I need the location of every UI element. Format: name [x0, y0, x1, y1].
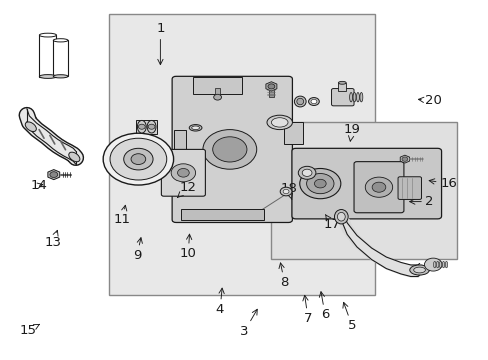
Bar	[193, 77, 242, 94]
Text: 18: 18	[280, 183, 296, 199]
Bar	[108, 14, 374, 295]
Ellipse shape	[39, 33, 57, 37]
Text: 20: 20	[418, 94, 442, 107]
Text: 3: 3	[240, 309, 257, 338]
Text: 1: 1	[156, 22, 164, 64]
Ellipse shape	[189, 125, 202, 131]
Circle shape	[298, 166, 315, 179]
Polygon shape	[181, 209, 264, 220]
Ellipse shape	[441, 261, 444, 268]
Circle shape	[306, 174, 333, 194]
Text: 6: 6	[319, 292, 329, 321]
Polygon shape	[399, 155, 409, 163]
Circle shape	[365, 177, 392, 197]
FancyBboxPatch shape	[161, 149, 205, 196]
Circle shape	[280, 187, 291, 196]
Circle shape	[171, 164, 195, 182]
Ellipse shape	[413, 267, 425, 273]
Ellipse shape	[409, 265, 428, 275]
Text: 10: 10	[180, 234, 196, 260]
Ellipse shape	[359, 93, 362, 102]
Ellipse shape	[294, 96, 305, 107]
Polygon shape	[265, 82, 276, 91]
Ellipse shape	[334, 210, 347, 224]
Circle shape	[212, 137, 246, 162]
Circle shape	[314, 179, 325, 188]
Circle shape	[424, 258, 441, 271]
Circle shape	[371, 182, 385, 192]
Text: 2: 2	[409, 195, 433, 208]
Circle shape	[310, 99, 316, 104]
Circle shape	[213, 94, 221, 100]
Ellipse shape	[147, 120, 156, 133]
Ellipse shape	[191, 126, 199, 130]
Bar	[53, 40, 68, 76]
FancyBboxPatch shape	[331, 89, 353, 106]
Text: 15: 15	[20, 324, 40, 337]
Text: 19: 19	[343, 123, 360, 141]
Text: 11: 11	[114, 205, 130, 226]
Circle shape	[203, 130, 256, 169]
Ellipse shape	[337, 212, 345, 221]
Ellipse shape	[356, 93, 359, 102]
Text: 12: 12	[177, 181, 196, 198]
Text: 5: 5	[342, 302, 356, 332]
FancyBboxPatch shape	[291, 148, 441, 219]
Ellipse shape	[432, 261, 435, 268]
Ellipse shape	[338, 81, 346, 84]
FancyBboxPatch shape	[397, 177, 421, 199]
Ellipse shape	[39, 75, 57, 78]
Bar	[271, 122, 456, 259]
Ellipse shape	[438, 261, 441, 268]
Ellipse shape	[271, 118, 287, 127]
Circle shape	[302, 169, 311, 176]
Circle shape	[283, 189, 288, 194]
Bar	[268, 86, 273, 97]
Text: 7: 7	[302, 295, 312, 325]
FancyBboxPatch shape	[353, 162, 403, 213]
Text: 13: 13	[44, 230, 61, 249]
Bar	[338, 83, 346, 91]
Text: 14: 14	[30, 179, 47, 192]
Circle shape	[103, 133, 173, 185]
Circle shape	[110, 138, 166, 180]
Bar	[173, 130, 185, 158]
Ellipse shape	[137, 120, 146, 133]
Circle shape	[308, 98, 319, 105]
Ellipse shape	[296, 98, 303, 105]
Bar	[283, 122, 303, 144]
Text: 4: 4	[215, 288, 224, 316]
Ellipse shape	[53, 75, 68, 78]
Circle shape	[148, 124, 155, 129]
Circle shape	[50, 172, 58, 177]
Text: 16: 16	[428, 177, 456, 190]
Circle shape	[138, 124, 145, 129]
Ellipse shape	[349, 93, 352, 102]
Text: 8: 8	[279, 263, 288, 289]
Circle shape	[131, 154, 145, 165]
Ellipse shape	[266, 115, 292, 130]
Ellipse shape	[352, 93, 355, 102]
Bar	[215, 88, 220, 95]
Bar	[39, 35, 57, 77]
Circle shape	[299, 168, 340, 199]
Bar	[136, 120, 157, 134]
Text: 17: 17	[324, 215, 340, 231]
Circle shape	[177, 168, 189, 177]
Ellipse shape	[25, 122, 36, 131]
FancyBboxPatch shape	[172, 76, 292, 222]
Text: 9: 9	[132, 238, 142, 262]
Circle shape	[401, 157, 407, 161]
Ellipse shape	[69, 152, 80, 162]
Ellipse shape	[53, 39, 68, 42]
Ellipse shape	[444, 261, 447, 268]
Circle shape	[267, 84, 274, 89]
Circle shape	[123, 148, 153, 170]
Polygon shape	[48, 170, 60, 180]
Ellipse shape	[435, 261, 438, 268]
